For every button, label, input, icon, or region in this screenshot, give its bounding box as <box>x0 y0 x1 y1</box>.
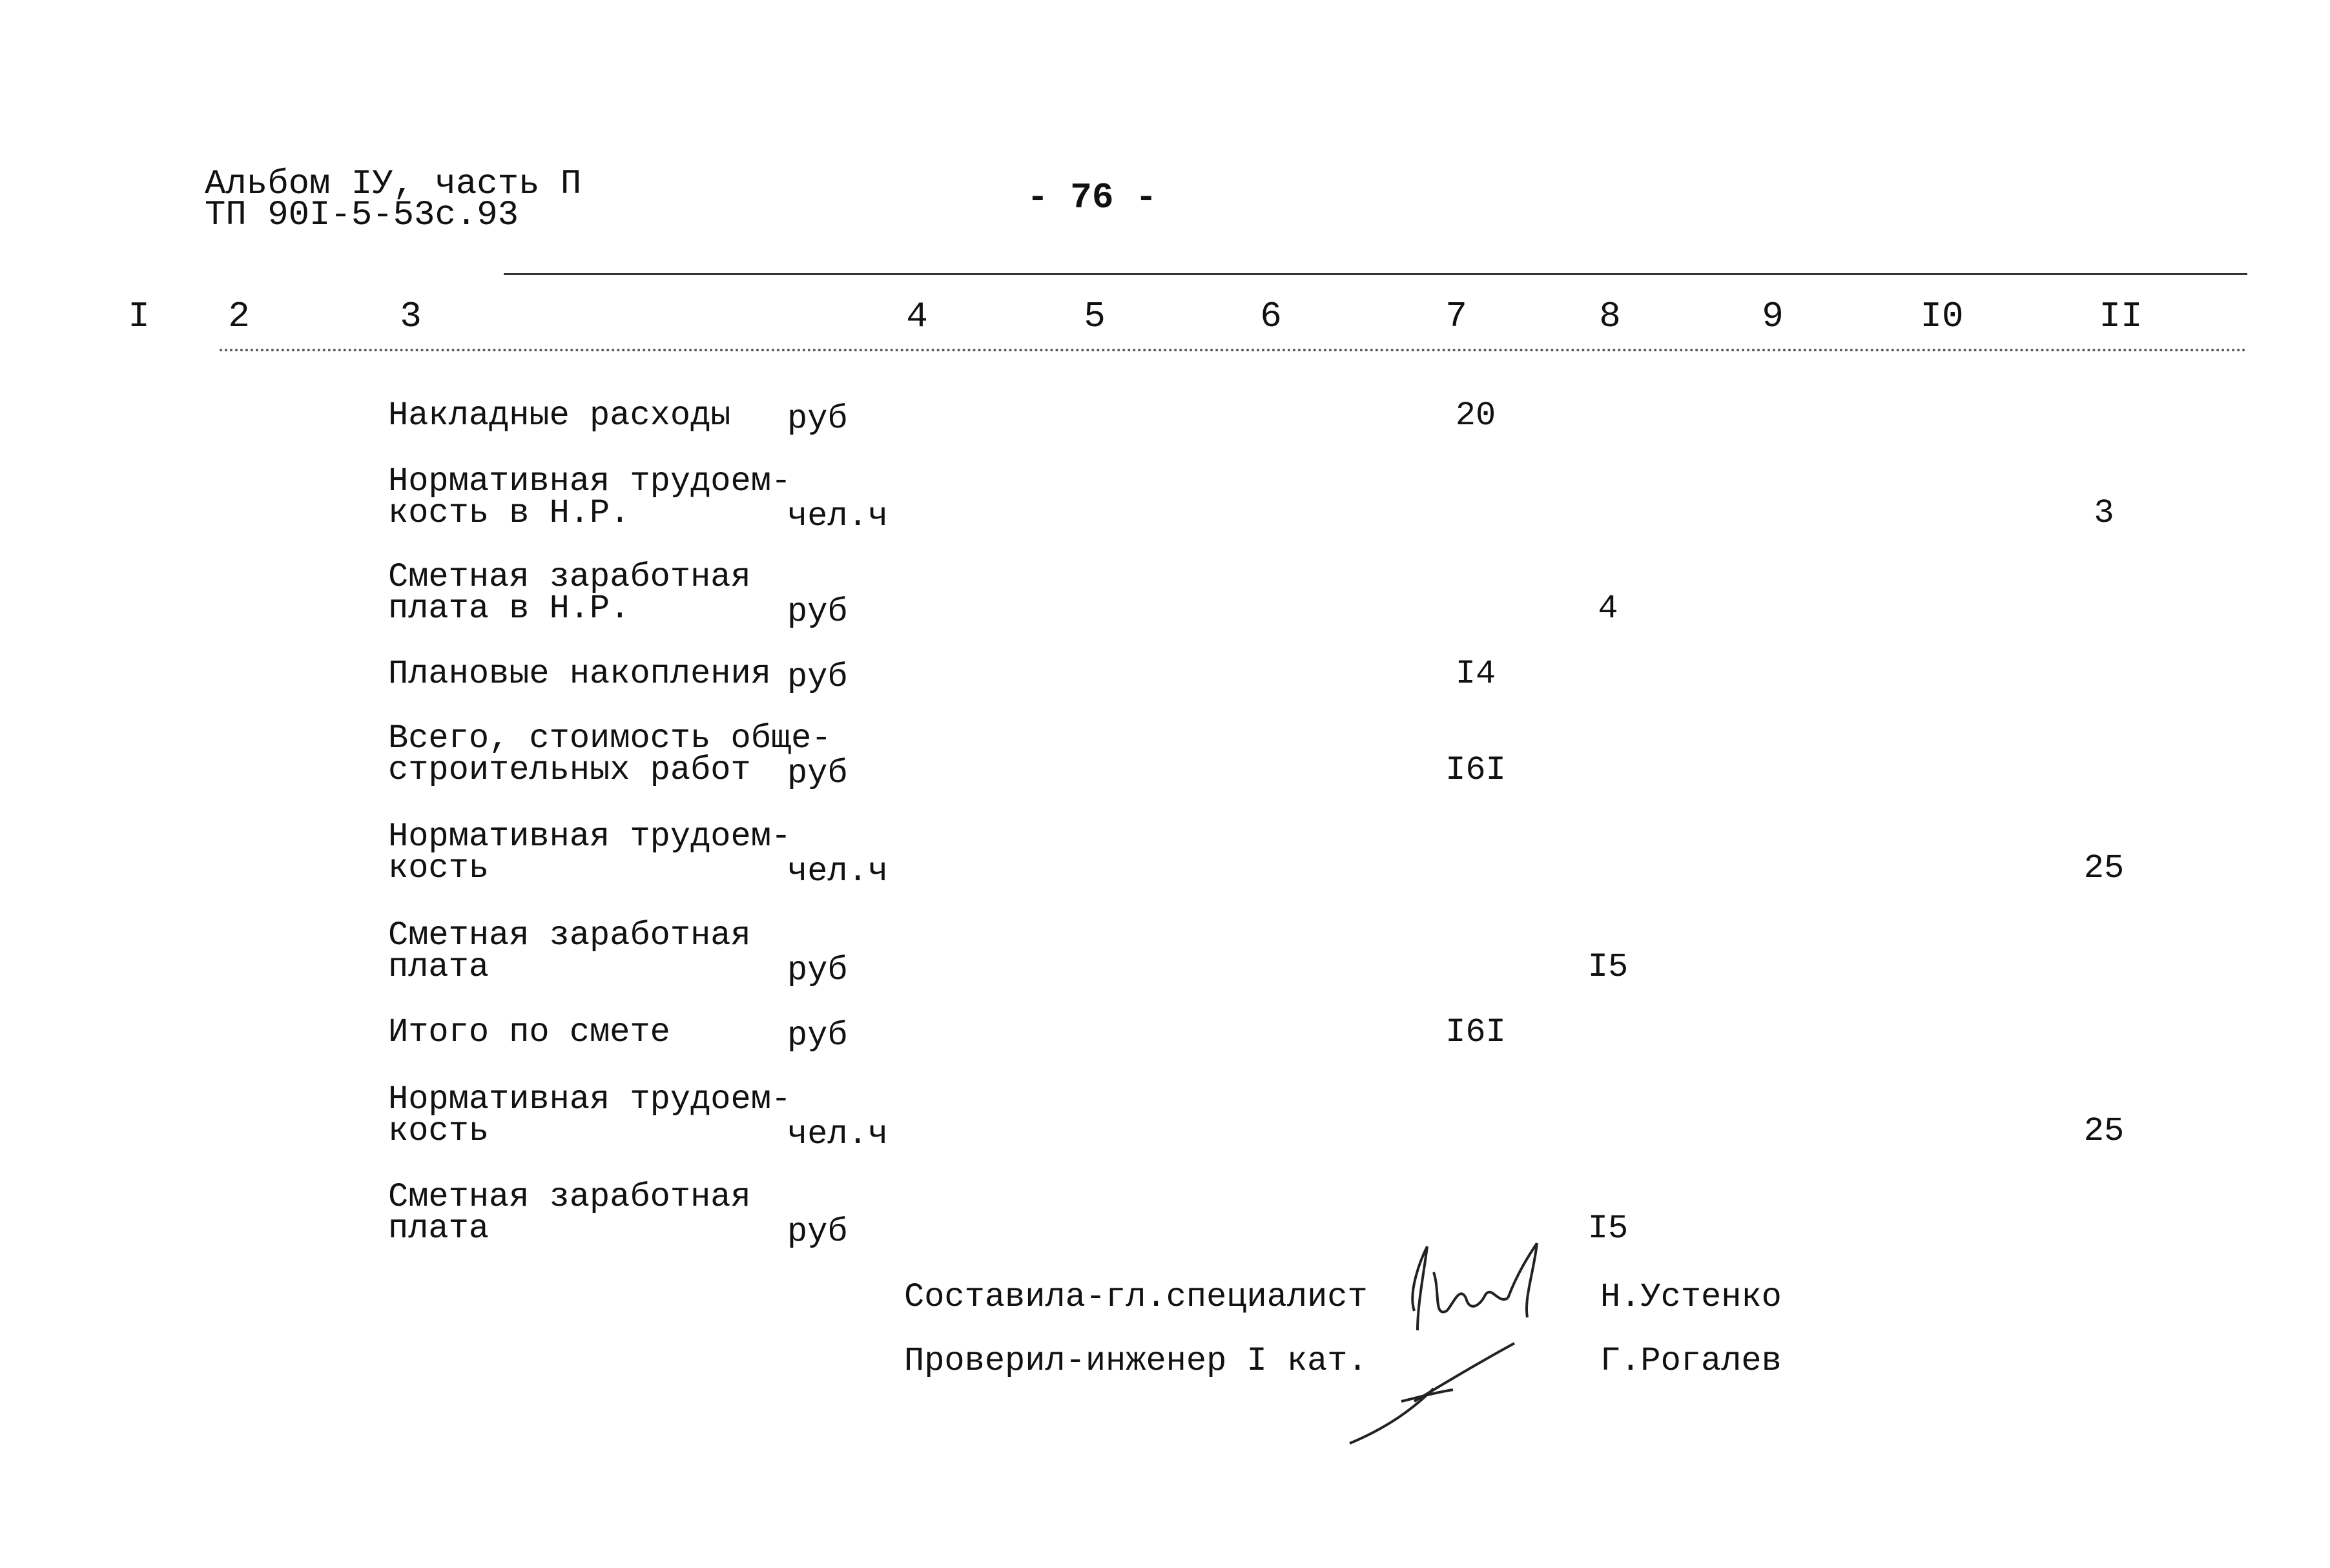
row-label: плата <box>388 1210 490 1248</box>
row-label: Итого по смете <box>388 1013 670 1051</box>
row-unit: чел.ч <box>787 1115 889 1153</box>
row-unit: руб <box>787 1213 848 1251</box>
row-label: Плановые накопления <box>388 655 771 693</box>
page-number: - 76 - <box>1027 177 1157 218</box>
row-value: I6I <box>1445 1013 1506 1051</box>
table-top-rule <box>504 273 2247 275</box>
checked-by-role: Проверил-инженер I кат. <box>904 1342 1368 1380</box>
column-number: 7 <box>1445 296 1467 337</box>
table-header-rule <box>220 349 2247 351</box>
row-unit: руб <box>787 951 848 989</box>
row-label: Сметная заработная <box>388 558 751 596</box>
row-value: 25 <box>2083 849 2125 887</box>
project-code: ТП 90I-5-53с.93 <box>205 196 519 235</box>
checked-by-name: Г.Рогалев <box>1600 1342 1782 1380</box>
row-label: Нормативная трудоем- <box>388 462 792 500</box>
row-value: 25 <box>2083 1112 2125 1150</box>
row-value: I4 <box>1455 655 1496 693</box>
column-number: 9 <box>1762 296 1784 337</box>
compiled-by-name: Н.Устенко <box>1600 1278 1782 1316</box>
column-number: I <box>128 296 150 337</box>
row-value: 4 <box>1598 590 1618 628</box>
column-number: 4 <box>906 296 928 337</box>
column-number: 8 <box>1599 296 1621 337</box>
table-row: Нормативная трудоем-кость чел.ч <box>388 818 888 891</box>
table-row: Сметная заработная плата руб <box>388 1178 848 1252</box>
row-value: 3 <box>2094 494 2114 532</box>
row-label: Накладные расходы <box>388 397 731 435</box>
row-label: кость <box>388 1112 490 1150</box>
row-label: Нормативная трудоем- <box>388 1080 792 1119</box>
album-label: Альбом IУ, часть П <box>205 165 582 204</box>
row-label: Нормативная трудоем- <box>388 818 792 856</box>
column-number: II <box>2099 296 2143 337</box>
row-unit: руб <box>787 1016 848 1055</box>
row-unit: руб <box>787 658 848 696</box>
table-row: Итого по смете руб <box>388 1013 848 1055</box>
column-number: 3 <box>400 296 422 337</box>
row-value: I5 <box>1587 948 1629 986</box>
column-number: 2 <box>228 296 250 337</box>
row-value: 20 <box>1455 397 1496 435</box>
table-row: Плановые накопления руб <box>388 655 848 697</box>
table-row: Накладные расходы руб <box>388 397 848 438</box>
row-label: Всего, стоимость обще- <box>388 719 832 758</box>
row-unit: руб <box>787 593 848 631</box>
signature-ustenko <box>1411 1242 1538 1331</box>
column-number: 6 <box>1260 296 1282 337</box>
column-number: 5 <box>1084 296 1106 337</box>
row-unit: чел.ч <box>787 852 889 891</box>
signature-rogalev <box>1349 1342 1515 1445</box>
row-label: кость <box>388 849 490 887</box>
compiled-by-role: Составила-гл.специалист <box>904 1278 1368 1316</box>
row-value: I6I <box>1445 751 1506 789</box>
column-number: I0 <box>1920 296 1964 337</box>
table-row: Сметная заработная плата в Н.Р. руб <box>388 558 848 632</box>
row-label: строительных работ <box>388 751 751 789</box>
row-label: плата в Н.Р. <box>388 590 630 628</box>
row-unit: чел.ч <box>787 497 889 535</box>
table-row: Нормативная трудоем-кость в Н.Р. чел.ч <box>388 462 888 536</box>
row-label: Сметная заработная <box>388 1178 751 1216</box>
row-label: плата <box>388 948 490 986</box>
row-unit: руб <box>787 400 848 438</box>
row-value: I5 <box>1587 1210 1629 1248</box>
table-row: Всего, стоимость обще-строительных работ… <box>388 719 848 793</box>
row-unit: руб <box>787 754 848 792</box>
row-label: кость в Н.Р. <box>388 494 630 532</box>
row-label: Сметная заработная <box>388 916 751 954</box>
table-row: Нормативная трудоем-кость чел.ч <box>388 1080 888 1154</box>
table-row: Сметная заработная плата руб <box>388 916 848 990</box>
